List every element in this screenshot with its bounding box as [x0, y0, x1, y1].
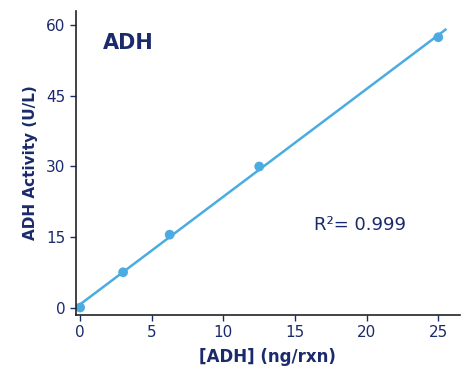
Point [119, 269, 127, 275]
Point [166, 232, 173, 238]
X-axis label: [ADH] (ng/rxn): [ADH] (ng/rxn) [200, 348, 336, 366]
Point [76, 304, 84, 310]
Text: R²= 0.999: R²= 0.999 [314, 216, 406, 234]
Point [435, 34, 442, 40]
Text: ADH: ADH [103, 33, 154, 53]
Point [255, 163, 263, 169]
Y-axis label: ADH Activity (U/L): ADH Activity (U/L) [23, 86, 38, 240]
